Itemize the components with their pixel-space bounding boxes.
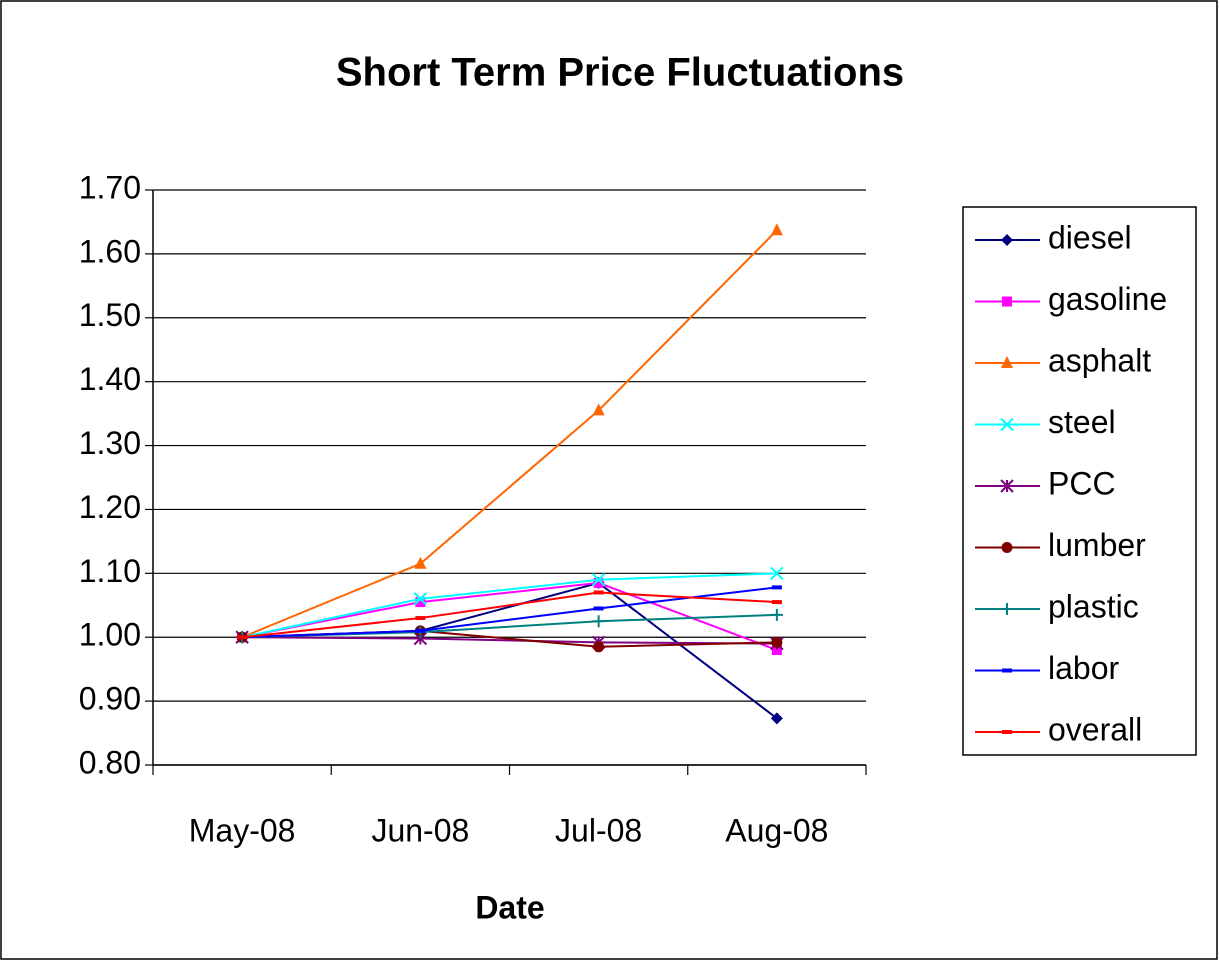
marker xyxy=(592,403,605,416)
marker-shape xyxy=(771,636,783,648)
marker xyxy=(591,573,606,587)
marker-shape xyxy=(1001,234,1013,246)
marker xyxy=(592,615,605,628)
series-line xyxy=(242,636,777,645)
x-axis-title: Date xyxy=(475,889,544,925)
y-tick-label: 1.20 xyxy=(79,489,141,525)
marker-shape xyxy=(770,712,783,725)
x-tick-label: Jun-08 xyxy=(371,812,469,848)
marker-shape xyxy=(1001,542,1013,553)
legend-label: steel xyxy=(1048,404,1116,440)
series-line xyxy=(241,572,777,639)
y-tick-label: 1.10 xyxy=(79,553,141,589)
marker xyxy=(770,223,783,236)
marker-stroke xyxy=(770,566,784,581)
marker-shape xyxy=(593,641,605,653)
marker xyxy=(1001,356,1013,368)
marker xyxy=(1000,479,1014,493)
y-tick-label: 1.70 xyxy=(79,169,141,205)
marker xyxy=(1000,417,1014,432)
series-line xyxy=(242,591,777,639)
marker xyxy=(770,566,784,581)
marker-shape xyxy=(1001,356,1013,368)
marker xyxy=(770,712,783,725)
marker xyxy=(415,597,426,608)
marker-shape xyxy=(771,645,782,655)
marker xyxy=(1002,296,1012,307)
marker-shape xyxy=(1002,296,1012,307)
marker-stroke xyxy=(1000,417,1014,432)
series-line xyxy=(241,229,778,639)
marker xyxy=(1001,234,1013,246)
y-tick-label: 1.00 xyxy=(79,617,141,653)
x-tick-label: Jul-08 xyxy=(555,812,642,848)
y-tick-label: 0.80 xyxy=(79,744,141,780)
marker-shape xyxy=(592,403,605,416)
series-line xyxy=(241,581,778,651)
marker-shape xyxy=(593,577,604,588)
y-tick-label: 1.60 xyxy=(79,233,141,269)
marker-shape xyxy=(770,223,783,236)
marker xyxy=(413,592,428,606)
marker-shape xyxy=(414,556,427,569)
marker xyxy=(414,556,427,569)
marker xyxy=(770,608,783,621)
marker-shape xyxy=(415,597,426,608)
chart-title: Short Term Price Fluctuations xyxy=(336,51,904,95)
marker-stroke xyxy=(591,573,606,587)
legend-label: asphalt xyxy=(1048,342,1151,378)
marker-stroke xyxy=(413,592,428,606)
legend-label: labor xyxy=(1048,650,1120,686)
marker xyxy=(771,645,782,655)
legend-label: plastic xyxy=(1048,588,1139,624)
marker xyxy=(593,577,604,588)
marker xyxy=(771,636,783,648)
x-tick-label: May-08 xyxy=(189,812,296,848)
y-tick-label: 0.90 xyxy=(79,681,141,717)
legend-label: gasoline xyxy=(1048,281,1167,317)
x-tick-label: Aug-08 xyxy=(725,812,828,848)
marker xyxy=(1001,542,1013,553)
marker xyxy=(1001,603,1013,615)
legend-label: PCC xyxy=(1048,465,1116,501)
legend-label: overall xyxy=(1048,711,1142,747)
y-tick-label: 1.30 xyxy=(79,425,141,461)
legend-label: diesel xyxy=(1048,219,1132,255)
y-tick-label: 1.50 xyxy=(79,297,141,333)
marker xyxy=(593,641,605,653)
legend-label: lumber xyxy=(1048,527,1146,563)
y-tick-label: 1.40 xyxy=(79,361,141,397)
